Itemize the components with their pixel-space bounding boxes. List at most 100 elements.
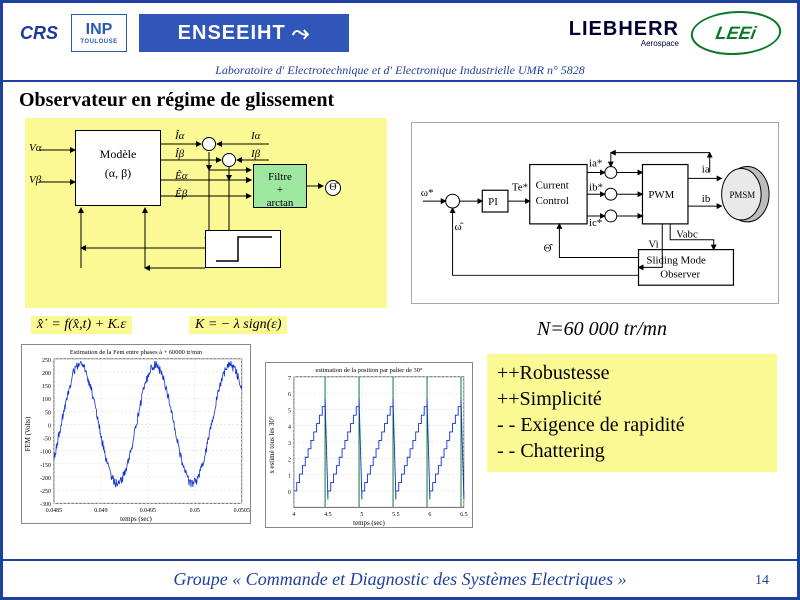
svg-text:ib: ib <box>702 193 711 205</box>
model-l2: (α, β) <box>76 164 160 183</box>
svg-text:PWM: PWM <box>648 189 674 201</box>
step-icon <box>216 237 272 261</box>
liebherr-logo: LIEBHERR Aerospace <box>569 18 679 48</box>
filter-l3: arctan <box>254 197 306 210</box>
filter-l1: Filtre <box>254 171 306 184</box>
svg-text:7: 7 <box>288 376 291 382</box>
inp-logo: INP TOULOUSE <box>71 14 127 52</box>
ihb-label: Îβ <box>175 148 184 160</box>
svg-text:2: 2 <box>288 457 291 463</box>
lab-line: Laboratoire d' Electrotechnique et d' El… <box>3 63 797 80</box>
svg-text:ia: ia <box>702 163 710 175</box>
svg-text:temps (sec): temps (sec) <box>353 520 385 527</box>
vb-label: Vβ <box>29 174 41 186</box>
svg-text:Observer: Observer <box>660 268 700 280</box>
svg-text:6: 6 <box>428 512 431 518</box>
svg-text:-150: -150 <box>40 463 51 469</box>
observer-diagram: Modèle (α, β) Filtre + arctan Θ̂ Vα Vβ Î… <box>25 118 387 308</box>
svg-text:5.5: 5.5 <box>392 512 399 518</box>
svg-text:ω*: ω* <box>421 187 434 199</box>
footer-text: Groupe « Commande et Diagnostic des Syst… <box>173 569 626 590</box>
enseeiht-text: ENSEEIHT <box>178 22 286 45</box>
inp-text: INP <box>86 21 113 39</box>
svg-text:200: 200 <box>42 371 51 377</box>
svg-text:6.5: 6.5 <box>460 512 467 518</box>
page-number: 14 <box>755 573 769 589</box>
svg-text:5: 5 <box>360 512 363 518</box>
ehb-label: Êβ <box>175 188 187 200</box>
svg-text:0.049: 0.049 <box>94 508 107 514</box>
slide: CRS INP TOULOUSE ENSEEIHT ⤳ LIEBHERR Aer… <box>0 0 800 600</box>
model-block: Modèle (α, β) <box>75 130 161 206</box>
svg-text:3: 3 <box>288 441 291 447</box>
svg-text:Te*: Te* <box>512 181 528 193</box>
content: Modèle (α, β) Filtre + arctan Θ̂ Vα Vβ Î… <box>3 118 797 558</box>
control-diagram: PI Current Control PWM Sliding Mode Obse… <box>411 122 779 304</box>
footer: Groupe « Commande et Diagnostic des Syst… <box>3 559 797 597</box>
svg-text:0: 0 <box>288 490 291 496</box>
svg-text:Θ̂: Θ̂ <box>544 243 554 255</box>
equation-1: x̂˙ = f(x̂,t) + K.ε <box>31 316 132 334</box>
prop-4: - - Chattering <box>497 438 767 464</box>
svg-text:4: 4 <box>292 512 295 518</box>
svg-text:FEM (Volts): FEM (Volts) <box>25 417 32 452</box>
svg-text:estimation de la position par: estimation de la position par palier de … <box>316 367 423 374</box>
sign-block <box>205 230 281 268</box>
svg-text:PI: PI <box>488 196 498 208</box>
prop-1: ++Robustesse <box>497 360 767 386</box>
ia-label: Iα <box>251 130 260 142</box>
svg-text:1: 1 <box>288 474 291 480</box>
eha-label: Êα <box>175 170 188 182</box>
model-l1: Modèle <box>76 145 160 164</box>
svg-text:0.0505: 0.0505 <box>234 508 250 514</box>
svg-text:Vabc: Vabc <box>676 229 698 241</box>
svg-text:150: 150 <box>42 384 51 390</box>
svg-text:ia*: ia* <box>589 158 602 170</box>
emf-plot: -300-250-200-150-100-500501001502002500.… <box>21 344 251 524</box>
svg-text:Current: Current <box>536 179 569 191</box>
svg-text:Vi: Vi <box>648 239 658 251</box>
sum-node-2 <box>222 153 236 167</box>
svg-text:x estimé tous les 30°: x estimé tous les 30° <box>269 416 276 473</box>
enseeiht-logo: ENSEEIHT ⤳ <box>139 14 349 52</box>
ib-label: Iβ <box>251 148 260 160</box>
svg-text:0.05: 0.05 <box>190 508 200 514</box>
svg-text:ω̂: ω̂ <box>455 221 464 233</box>
svg-text:0: 0 <box>48 423 51 429</box>
iha-label: Îα <box>175 130 184 142</box>
svg-text:5: 5 <box>288 408 291 414</box>
va-label: Vα <box>29 142 42 154</box>
svg-text:50: 50 <box>45 410 51 416</box>
svg-text:-250: -250 <box>40 489 51 495</box>
svg-text:Sliding Mode: Sliding Mode <box>646 254 706 266</box>
svg-text:-200: -200 <box>40 476 51 482</box>
svg-text:4: 4 <box>288 425 291 431</box>
svg-text:-50: -50 <box>43 437 51 443</box>
svg-text:0.0485: 0.0485 <box>46 508 62 514</box>
filter-block: Filtre + arctan <box>253 164 307 208</box>
theta-hat: Θ̂ <box>325 180 341 196</box>
svg-text:6: 6 <box>288 392 291 398</box>
speed-text: N=60 000 tr/mn <box>537 318 667 341</box>
prop-3: - - Exigence de rapidité <box>497 412 767 438</box>
svg-text:PMSM: PMSM <box>730 190 756 200</box>
svg-text:ic*: ic* <box>589 217 602 229</box>
header: CRS INP TOULOUSE ENSEEIHT ⤳ LIEBHERR Aer… <box>3 3 797 85</box>
equation-2: K = − λ sign(ε) <box>189 316 287 334</box>
svg-text:Estimation de la Fem entre pha: Estimation de la Fem entre phases à + 60… <box>70 349 203 356</box>
svg-text:4.5: 4.5 <box>324 512 331 518</box>
prop-2: ++Simplicité <box>497 386 767 412</box>
liebherr-sub: Aerospace <box>569 39 679 48</box>
slide-title: Observateur en régime de glissement <box>3 85 797 118</box>
svg-text:temps (sec): temps (sec) <box>120 516 152 523</box>
liebherr-text: LIEBHERR <box>569 18 679 40</box>
svg-text:0.0495: 0.0495 <box>140 508 156 514</box>
sum-node-1 <box>202 137 216 151</box>
svg-text:ib*: ib* <box>589 181 603 193</box>
filter-l2: + <box>254 184 306 197</box>
svg-text:-100: -100 <box>40 450 51 456</box>
logo-bar: CRS INP TOULOUSE ENSEEIHT ⤳ LIEBHERR Aer… <box>3 3 797 63</box>
svg-text:250: 250 <box>42 358 51 364</box>
enseeiht-icon: ⤳ <box>292 20 311 46</box>
cnrs-logo: CRS <box>19 13 59 53</box>
